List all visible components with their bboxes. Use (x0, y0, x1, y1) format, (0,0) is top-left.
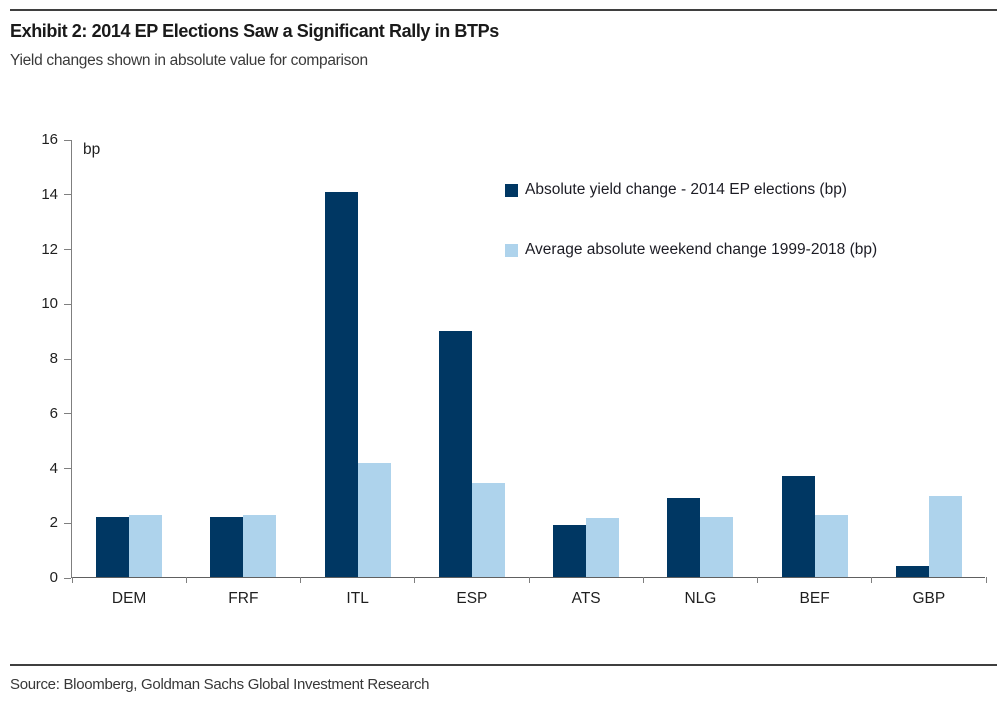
x-axis-tick (185, 577, 187, 583)
x-axis-tick (757, 577, 758, 583)
source-attribution: Source: Bloomberg, Goldman Sachs Global … (10, 676, 430, 693)
y-axis-tick (64, 303, 71, 305)
x-axis-category-label: DEM (111, 590, 147, 607)
x-axis-tick (71, 577, 73, 583)
y-axis-tick-label: 10 (41, 295, 58, 313)
x-axis-tick (528, 577, 530, 583)
x-axis-category-label: NLG (684, 590, 717, 607)
legend-entry-avg-weekend-change: Average absolute weekend change 1999-201… (505, 241, 877, 259)
legend-entry-2014-ep-elections: Absolute yield change - 2014 EP election… (505, 181, 847, 199)
x-axis-category-label: BEF (799, 590, 830, 607)
x-axis-tick (871, 577, 873, 583)
y-axis-tick (64, 358, 71, 360)
y-axis-tick-label: 8 (49, 350, 58, 367)
y-axis-tick-label: 4 (49, 459, 58, 477)
y-axis-tick-label: 12 (41, 240, 58, 258)
bar-dem-series1 (96, 516, 130, 577)
bar-frf-series2 (243, 515, 277, 577)
y-axis-tick-label: 2 (49, 514, 58, 532)
y-axis-tick (64, 194, 71, 196)
bar-nlg-series1 (667, 497, 701, 577)
x-axis-tick (642, 577, 644, 583)
y-axis-tick (64, 249, 71, 250)
bar-chart-plot-area: bp 0 2 4 6 8 10 12 14 16 DEM FRF ITL ESP ATS NLG BEF GBP (41, 131, 987, 607)
x-axis-category-label: ESP (456, 590, 488, 607)
x-axis-category-label: FRF (228, 590, 259, 607)
bar-itl-series1 (324, 192, 358, 577)
x-axis-tick (414, 577, 416, 583)
y-axis-tick-label: 0 (49, 569, 58, 586)
y-axis-tick (64, 577, 71, 579)
bar-dem-series2 (129, 515, 163, 577)
x-axis-category-label: ATS (571, 590, 601, 607)
legend-swatch-dark-navy (505, 183, 518, 197)
x-axis-category-label: GBP (912, 590, 946, 607)
legend-swatch-light-blue (505, 243, 518, 257)
exhibit-subtitle: Yield changes shown in absolute value fo… (10, 52, 368, 69)
y-axis-tick (64, 468, 71, 469)
bar-gbp-series2 (928, 496, 962, 577)
y-axis-tick-label: 16 (41, 131, 58, 148)
bar-ats-series1 (553, 525, 587, 577)
bar-nlg-series2 (700, 516, 734, 577)
y-axis-unit-label: bp (83, 141, 101, 158)
bar-esp-series1 (438, 330, 472, 577)
y-axis-tick-label: 14 (41, 185, 58, 203)
x-axis-category-label: ITL (346, 590, 369, 607)
bar-esp-series2 (471, 482, 505, 577)
y-axis-tick (64, 413, 71, 415)
exhibit-title: Exhibit 2: 2014 EP Elections Saw a Signi… (10, 21, 499, 41)
bar-itl-series2 (357, 463, 391, 577)
bar-gbp-series1 (895, 566, 929, 577)
top-divider (10, 9, 997, 11)
bar-ats-series2 (586, 518, 620, 577)
bar-bef-series1 (781, 475, 815, 577)
y-axis-tick-label: 6 (49, 404, 58, 422)
y-axis-tick (64, 522, 71, 524)
y-axis-tick (64, 139, 71, 141)
x-axis-tick (300, 577, 301, 583)
footer-divider (10, 664, 997, 666)
legend-label: Absolute yield change - 2014 EP election… (525, 181, 847, 198)
bar-bef-series2 (814, 515, 848, 577)
x-axis-tick (985, 577, 987, 583)
legend-label: Average absolute weekend change 1999-201… (525, 241, 878, 258)
bar-frf-series1 (210, 516, 244, 577)
